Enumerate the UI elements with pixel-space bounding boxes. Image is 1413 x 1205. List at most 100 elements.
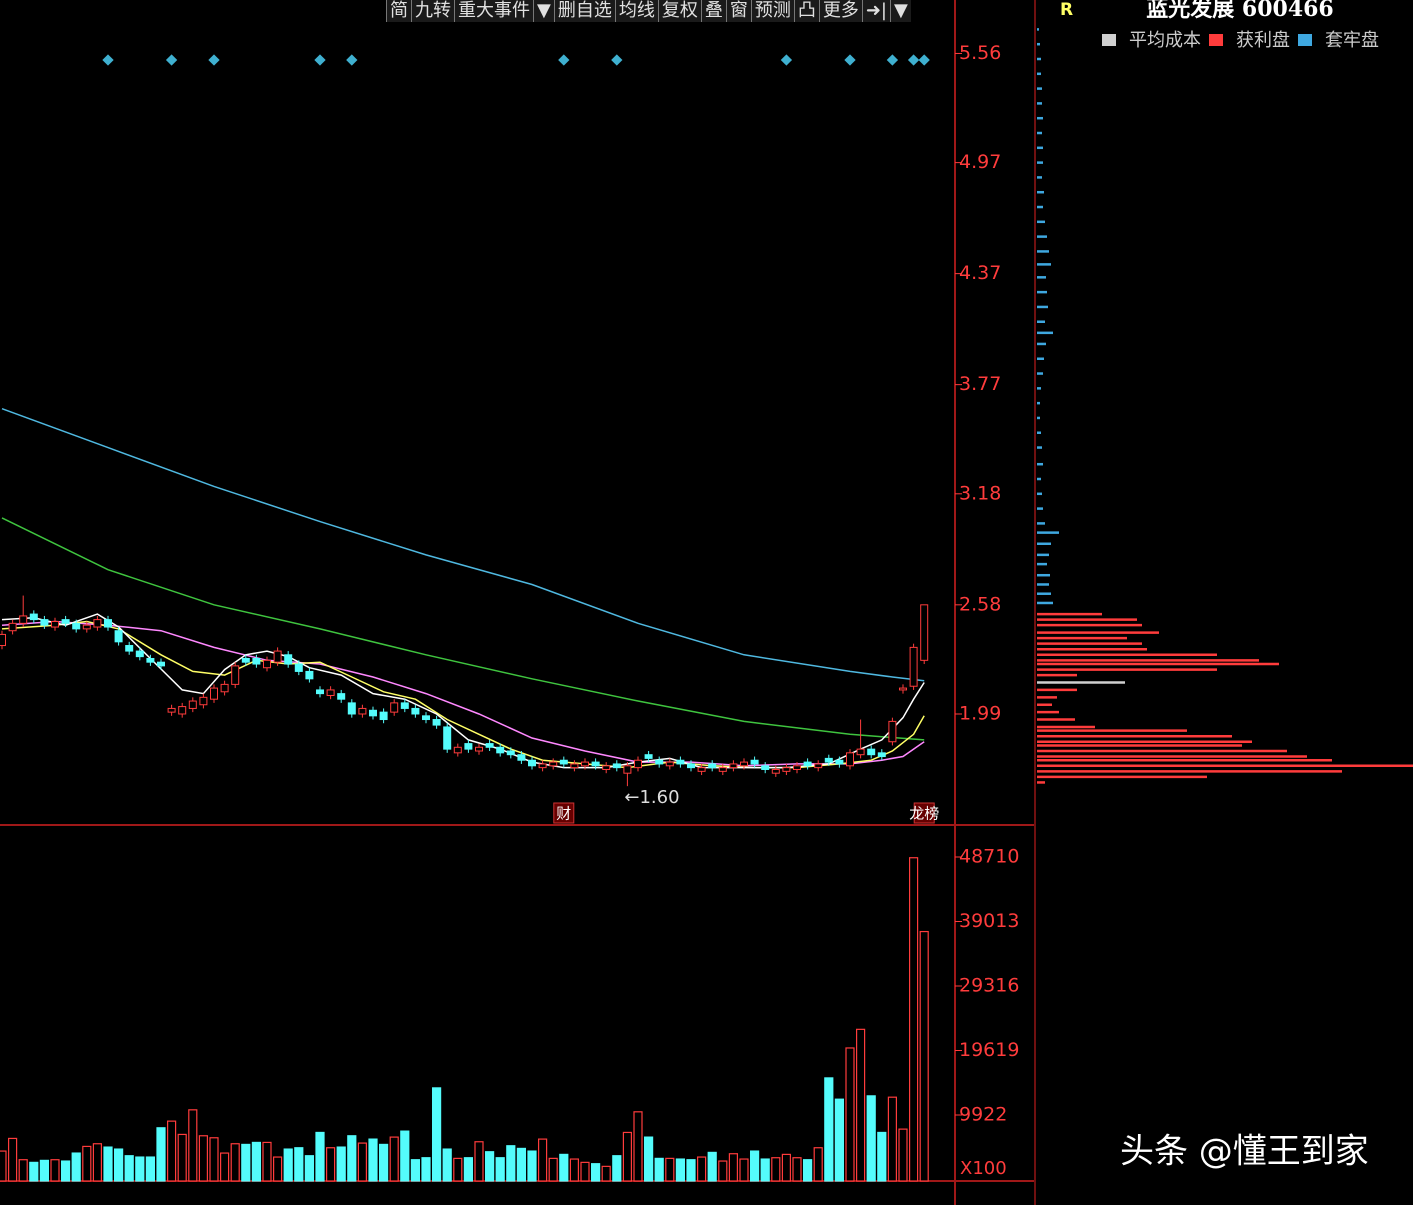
candle-body xyxy=(61,619,70,624)
toolbar-button[interactable]: 重大事件 xyxy=(454,0,533,22)
volume-bar xyxy=(336,1146,346,1182)
y-tick-label: 3.77 xyxy=(959,373,1001,395)
candle-body xyxy=(294,663,303,672)
candle-body xyxy=(697,767,706,772)
candle-body xyxy=(263,659,271,669)
candle-body xyxy=(496,746,505,754)
volume-bar xyxy=(802,1159,813,1182)
volume-bar xyxy=(315,1131,325,1182)
toolbar-button[interactable]: 叠 xyxy=(700,0,726,22)
volume-bar xyxy=(495,1157,505,1182)
toolbar-button[interactable]: 删自选 xyxy=(553,0,615,22)
volume-bar xyxy=(39,1159,50,1182)
candle-body xyxy=(676,759,685,765)
low-label: ←1.60 xyxy=(624,787,679,808)
candle-body xyxy=(506,750,515,756)
volume-bar xyxy=(919,930,929,1182)
volume-bar xyxy=(485,1151,495,1182)
toolbar-button[interactable]: ➜| xyxy=(861,0,890,22)
volume-bar xyxy=(898,1128,908,1182)
candle-body xyxy=(634,759,642,769)
candle-body xyxy=(740,761,748,767)
volume-bar xyxy=(908,857,919,1182)
toolbar-button[interactable]: 九转 xyxy=(411,0,454,22)
event-marker xyxy=(102,54,114,66)
y-tick-label: 4.97 xyxy=(959,151,1001,173)
volume-bar xyxy=(686,1159,696,1182)
y-tick-label: 39013 xyxy=(959,910,1019,932)
candle-body xyxy=(252,657,261,665)
volume-bar xyxy=(601,1165,611,1182)
candle-body xyxy=(157,661,165,667)
volume-bar xyxy=(82,1145,92,1182)
toolbar-button[interactable]: 更多 xyxy=(818,0,862,22)
volume-bar xyxy=(304,1155,314,1182)
candle-body xyxy=(835,759,844,765)
candle-body xyxy=(29,613,38,621)
toolbar-button[interactable]: 预测 xyxy=(750,0,794,22)
volume-bar xyxy=(421,1157,431,1182)
volume-bar xyxy=(824,1077,834,1182)
candle-body xyxy=(369,709,377,717)
candle-body xyxy=(0,633,6,647)
y-tick-label: 9922 xyxy=(959,1104,1007,1126)
candle-body xyxy=(210,687,218,700)
candle-body xyxy=(793,765,801,770)
candle-body xyxy=(72,622,81,630)
volume-bar xyxy=(60,1160,71,1182)
candle-body xyxy=(528,759,536,767)
toolbar-button[interactable]: 凸 xyxy=(793,0,819,22)
candle-body xyxy=(581,761,589,767)
volume-bar xyxy=(463,1157,473,1182)
moving-average xyxy=(1,620,925,769)
toolbar-button[interactable]: ▼ xyxy=(533,0,554,22)
volume-bar xyxy=(103,1146,113,1182)
candle-body xyxy=(814,763,823,769)
legend-swatch xyxy=(1102,34,1116,46)
volume-bar xyxy=(633,1111,643,1182)
moving-average xyxy=(1,613,925,769)
volume-bar xyxy=(559,1153,569,1182)
candle-body xyxy=(337,693,346,700)
volume-bar xyxy=(834,1098,845,1182)
candle-body xyxy=(718,767,727,772)
toolbar-button[interactable]: 窗 xyxy=(725,0,751,22)
candle-body xyxy=(167,707,176,713)
toolbar-button[interactable]: 均线 xyxy=(614,0,658,22)
volume-bar xyxy=(877,1131,887,1182)
volume-bar xyxy=(0,1150,7,1182)
toolbar-button[interactable]: ▼ xyxy=(890,0,911,22)
event-marker xyxy=(558,54,570,66)
candle-body xyxy=(40,619,49,626)
volume-bar xyxy=(527,1150,537,1182)
volume-bar xyxy=(516,1147,527,1182)
toolbar-button[interactable]: 复权 xyxy=(657,0,701,22)
toolbar-button[interactable]: 简 xyxy=(386,0,411,22)
volume-bar xyxy=(537,1138,548,1182)
event-marker xyxy=(208,54,220,66)
volume-bar xyxy=(50,1159,60,1182)
candle-body xyxy=(178,706,187,715)
candle-body xyxy=(125,645,134,652)
volume-bar xyxy=(251,1141,261,1182)
volume-bar xyxy=(474,1141,484,1182)
event-marker xyxy=(314,54,326,66)
candle-body xyxy=(920,604,929,661)
volume-bar xyxy=(145,1156,155,1182)
volume-bar xyxy=(739,1158,749,1182)
volume-bar xyxy=(92,1143,103,1182)
candle-body xyxy=(231,665,240,685)
candle-body xyxy=(400,702,409,709)
candle-body xyxy=(358,707,367,715)
candle-body xyxy=(464,743,473,750)
toolbar: 简九转 重大事件 ▼ 删自选 均线 复权叠窗预测凸更多 ➜| ▼ xyxy=(386,0,911,22)
volume-bar xyxy=(400,1130,410,1182)
candle-body xyxy=(549,761,558,767)
candle-body xyxy=(316,689,324,695)
volume-bar xyxy=(29,1161,39,1182)
stock-title: 蓝光发展 600466 xyxy=(1146,0,1334,22)
volume-bar xyxy=(887,1096,898,1182)
candle-body xyxy=(623,765,632,774)
